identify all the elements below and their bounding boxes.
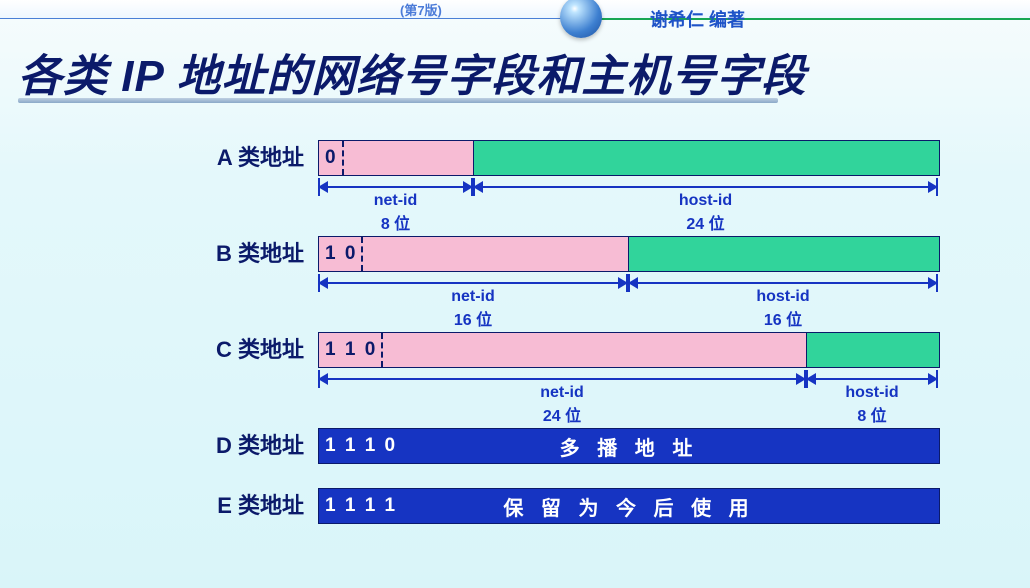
slide-page: (第7版) 谢希仁 编著 各类 IP 地址的网络号字段和主机号字段 A 类地址 … bbox=[0, 0, 1030, 588]
class-a-netid-seg: 0 bbox=[319, 141, 474, 175]
title-underline bbox=[18, 98, 778, 103]
class-d-desc: 多 播 地 址 bbox=[560, 432, 699, 461]
top-strip bbox=[0, 0, 1030, 19]
class-d-seg: 1 1 1 0 多 播 地 址 bbox=[319, 429, 939, 463]
class-b-prefix: 1 0 bbox=[319, 243, 357, 265]
class-b-bar: 1 0 bbox=[318, 236, 940, 272]
class-b-host-dim: host-id16 位 bbox=[628, 274, 938, 316]
class-a-hostid-seg bbox=[474, 141, 939, 175]
class-a-prefix: 0 bbox=[319, 147, 338, 169]
class-b-hostid-seg bbox=[629, 237, 939, 271]
class-a-prefix-sep bbox=[342, 141, 344, 175]
class-c-netid-seg: 1 1 0 bbox=[319, 333, 807, 367]
class-c-host-dim: host-id8 位 bbox=[806, 370, 938, 412]
class-b-net-dim: net-id16 位 bbox=[318, 274, 628, 316]
class-d-bar: 1 1 1 0 多 播 地 址 bbox=[318, 428, 940, 464]
globe-icon bbox=[560, 0, 602, 38]
class-c-hostid-seg bbox=[807, 333, 939, 367]
class-e-bar: 1 1 1 1 保 留 为 今 后 使 用 bbox=[318, 488, 940, 524]
page-title: 各类 IP 地址的网络号字段和主机号字段 bbox=[18, 40, 806, 104]
class-a-host-dim: host-id24 位 bbox=[473, 178, 938, 220]
ip-class-diagram: A 类地址 0 net-id8 位 host-id24 位 B 类地址 bbox=[200, 140, 990, 548]
row-class-b: B 类地址 1 0 net-id16 位 host-id16 位 bbox=[200, 236, 990, 272]
class-d-prefix: 1 1 1 0 bbox=[319, 435, 397, 457]
class-c-net-dim: net-id24 位 bbox=[318, 370, 806, 412]
class-b-netid-seg: 1 0 bbox=[319, 237, 629, 271]
class-e-seg: 1 1 1 1 保 留 为 今 后 使 用 bbox=[319, 489, 939, 523]
class-c-label: C 类地址 bbox=[200, 332, 304, 368]
class-c-prefix-sep bbox=[381, 333, 383, 367]
class-d-label: D 类地址 bbox=[200, 428, 304, 464]
class-e-prefix: 1 1 1 1 bbox=[319, 495, 397, 517]
class-a-bar: 0 bbox=[318, 140, 940, 176]
class-a-net-dim: net-id8 位 bbox=[318, 178, 473, 220]
row-class-a: A 类地址 0 net-id8 位 host-id24 位 bbox=[200, 140, 990, 176]
class-e-desc: 保 留 为 今 后 使 用 bbox=[503, 492, 754, 521]
author-text: 谢希仁 编著 bbox=[650, 6, 745, 32]
class-b-label: B 类地址 bbox=[200, 236, 304, 272]
row-class-d: D 类地址 1 1 1 0 多 播 地 址 bbox=[200, 428, 990, 464]
class-e-label: E 类地址 bbox=[200, 488, 304, 524]
row-class-e: E 类地址 1 1 1 1 保 留 为 今 后 使 用 bbox=[200, 488, 990, 524]
row-class-c: C 类地址 1 1 0 net-id24 位 host-id8 位 bbox=[200, 332, 990, 368]
class-c-bar: 1 1 0 bbox=[318, 332, 940, 368]
class-b-prefix-sep bbox=[361, 237, 363, 271]
class-a-label: A 类地址 bbox=[200, 140, 304, 176]
edition-text: (第7版) bbox=[400, 0, 442, 19]
class-c-prefix: 1 1 0 bbox=[319, 339, 377, 361]
